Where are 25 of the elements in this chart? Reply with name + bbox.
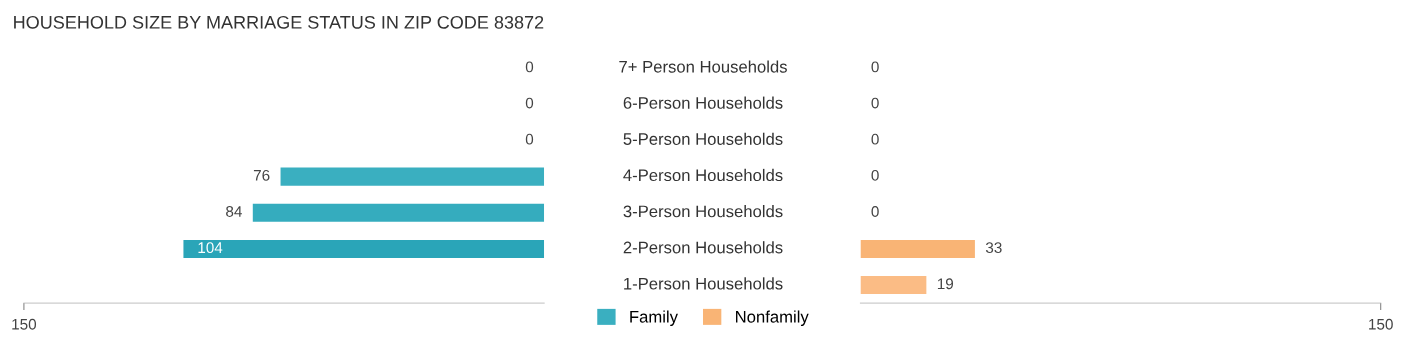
y-tick-label: 6-Person Households bbox=[623, 96, 783, 109]
data-label: 0 bbox=[525, 61, 534, 73]
data-label: 19 bbox=[937, 278, 954, 290]
y-tick-label: 1-Person Households bbox=[624, 277, 783, 290]
y-tick-label: 7+ Person Households bbox=[619, 60, 787, 73]
data-label: 76 bbox=[253, 169, 270, 181]
data-label: 84 bbox=[226, 206, 242, 217]
data-label: 104 bbox=[198, 242, 223, 254]
legend-label: Family bbox=[630, 310, 678, 326]
data-label: 0 bbox=[871, 133, 879, 145]
y-tick-label: 3-Person Households bbox=[623, 205, 783, 218]
data-label: 0 bbox=[525, 97, 534, 109]
y-tick-label: 2-Person Households bbox=[623, 241, 783, 254]
data-label: 0 bbox=[871, 61, 879, 73]
x-tick-label: 150 bbox=[1369, 318, 1393, 330]
x-tick-label: 150 bbox=[12, 318, 37, 330]
y-tick-label: 5-Person Households bbox=[623, 132, 783, 145]
y-tick-label: 4-Person Households bbox=[623, 168, 783, 182]
data-label: 0 bbox=[871, 97, 879, 109]
data-label: 0 bbox=[525, 133, 534, 145]
data-label: 33 bbox=[985, 242, 1002, 254]
data-label: 0 bbox=[871, 169, 879, 181]
chart-title: HOUSEHOLD SIZE BY MARRIAGE STATUS IN ZIP CODE 83872 bbox=[14, 15, 544, 29]
data-label: 0 bbox=[871, 206, 879, 217]
legend-label: Nonfamily bbox=[736, 310, 809, 326]
